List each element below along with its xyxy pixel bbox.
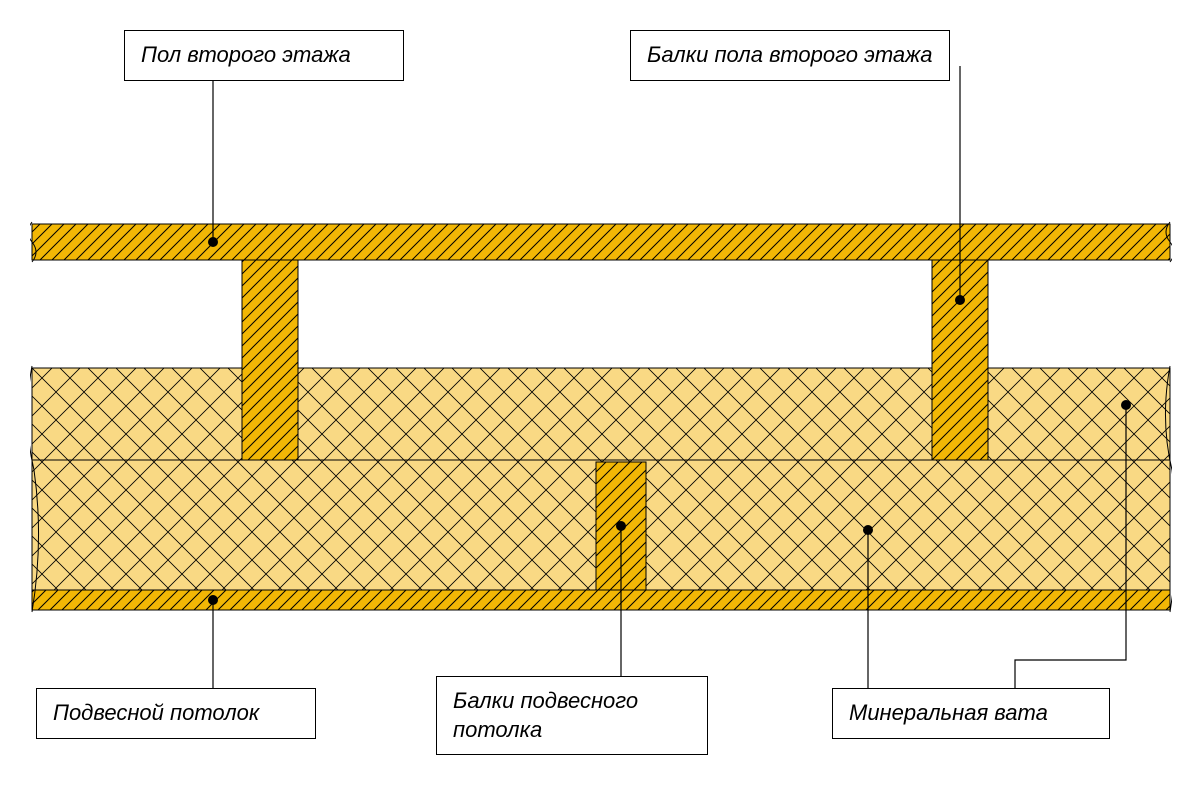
label-floor-joists: Балки пола второго этажа	[630, 30, 950, 81]
insulation-upper	[32, 368, 1170, 460]
label-mineral-wool-text: Минеральная вата	[849, 700, 1048, 725]
label-ceiling-joists-text: Балки подвесного потолка	[453, 688, 638, 742]
label-ceiling-text: Подвесной потолок	[53, 700, 259, 725]
label-floor-joists-text: Балки пола второго этажа	[647, 42, 933, 67]
label-ceiling-joists: Балки подвесного потолка	[436, 676, 708, 755]
cross-section-diagram	[0, 0, 1202, 786]
label-floor-text: Пол второго этажа	[141, 42, 351, 67]
label-ceiling: Подвесной потолок	[36, 688, 316, 739]
floor-joist-1	[242, 260, 298, 460]
ceiling-board	[32, 590, 1170, 610]
label-floor: Пол второго этажа	[124, 30, 404, 81]
floor-board	[32, 224, 1170, 260]
label-mineral-wool: Минеральная вата	[832, 688, 1110, 739]
